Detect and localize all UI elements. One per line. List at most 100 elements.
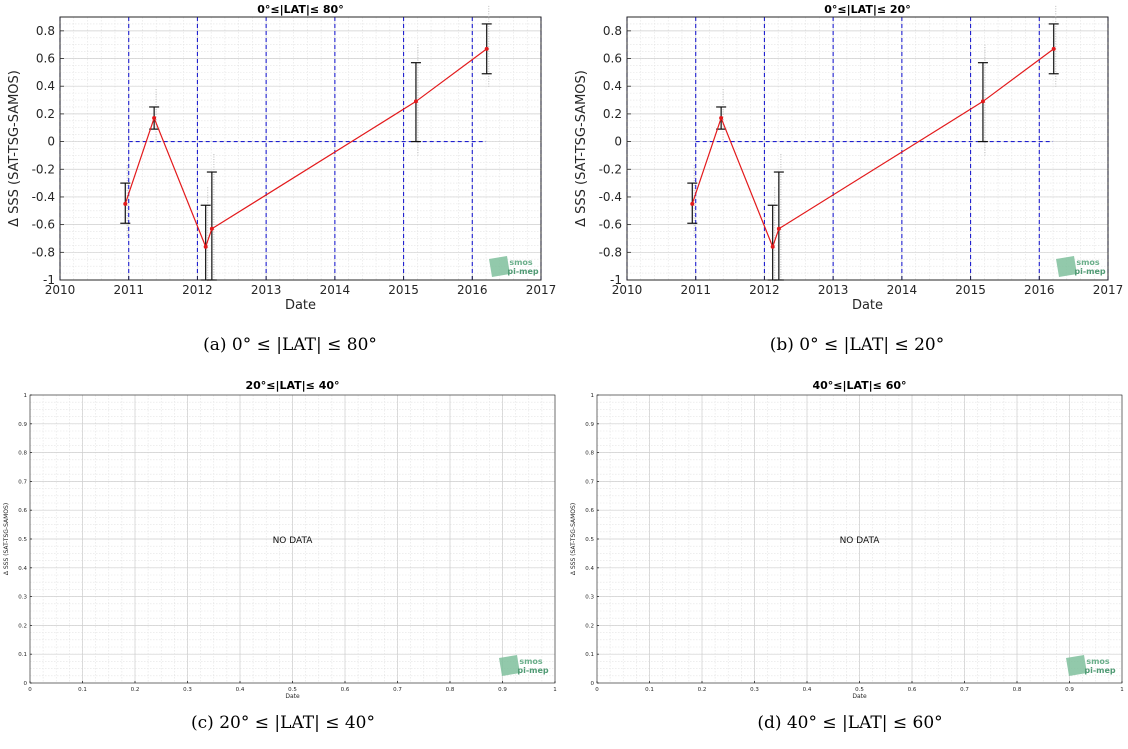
data-point [123, 201, 128, 206]
x-tick-label: 0.9 [498, 687, 507, 693]
x-tick-label: 0.8 [446, 687, 455, 693]
logo-text-pimep: pi-mep [517, 666, 549, 675]
data-point [690, 201, 695, 206]
subfigure-caption: (a) 0° ≤ |LAT| ≤ 80° [203, 335, 377, 355]
reference-lines [626, 17, 1109, 280]
subfigure-caption: (c) 20° ≤ |LAT| ≤ 40° [191, 713, 375, 733]
no-data-message: NO DATA [273, 536, 314, 546]
x-tick-label: 2016 [1024, 283, 1055, 297]
y-tick-label: 0.2 [603, 107, 622, 121]
logo-text-pimep: pi-mep [1074, 267, 1106, 276]
y-tick-label: 0.2 [36, 107, 55, 121]
data-point [980, 99, 985, 104]
y-tick-label: 0.4 [603, 79, 622, 93]
logo-text-smos: smos [1086, 657, 1110, 666]
y-axis-label: Δ SSS (SAT-TSG-SAMOS) [3, 503, 10, 575]
chart-title: 40°≤|LAT|≤ 60° [812, 379, 906, 392]
x-tick-label: 0.5 [288, 687, 297, 693]
x-tick-label: 2017 [1093, 283, 1124, 297]
logo-text-smos: smos [519, 657, 543, 666]
axes-box [626, 16, 1109, 281]
y-tick-label: 0.6 [36, 52, 55, 66]
y-tick-label: -0.6 [32, 218, 55, 232]
data-point [484, 46, 489, 51]
x-tick-label: 0.6 [908, 687, 917, 693]
chart-panel-d: 0 0.1 0.2 0.3 0.4 0.5 0.6 0.7 0.8 0.9 1 0 0.1 0.2 0.3 0… [570, 379, 1124, 733]
x-tick-label: 0.7 [393, 687, 402, 693]
y-tick-label: 0.4 [36, 79, 55, 93]
no-data-message: NO DATA [840, 536, 881, 546]
logo-text-pimep: pi-mep [507, 267, 539, 276]
x-axis-label: Date [852, 298, 883, 313]
x-tick-label: 2012 [749, 283, 780, 297]
data-point [209, 226, 214, 231]
x-tick-label: 0.2 [698, 687, 707, 693]
y-tick-label: -0.2 [32, 162, 55, 176]
y-tick-label: 0.3 [18, 595, 27, 601]
logo-text-pimep: pi-mep [1084, 666, 1116, 675]
x-tick-label: 0 [28, 687, 32, 693]
y-axis-label: Δ SSS (SAT-TSG-SAMOS) [7, 70, 22, 227]
data-point [413, 99, 418, 104]
x-tick-label: 2014 [320, 283, 351, 297]
y-axis-label: Δ SSS (SAT-TSG-SAMOS) [574, 70, 589, 227]
y-tick-label: -1 [610, 273, 622, 287]
y-tick-label: -0.2 [599, 162, 622, 176]
chart-title: 0°≤|LAT|≤ 80° [257, 3, 343, 16]
y-tick-label: 0 [614, 135, 622, 149]
y-tick-label: -0.8 [599, 245, 622, 259]
y-tick-label: 0.9 [18, 422, 27, 428]
x-tick-label: 1 [553, 687, 557, 693]
y-tick-label: 0.8 [603, 24, 622, 38]
x-tick-label: 0 [595, 687, 599, 693]
x-tick-label: 0.4 [236, 687, 245, 693]
data-point [770, 244, 775, 249]
data-series-0 [687, 5, 1059, 281]
x-tick-label: 2015 [388, 283, 419, 297]
chart-title: 20°≤|LAT|≤ 40° [245, 379, 339, 392]
y-tick-label: 0.8 [18, 451, 27, 457]
x-tick-label: 2011 [680, 283, 711, 297]
y-tick-label: 0.4 [585, 566, 594, 572]
data-point [719, 116, 724, 121]
chart-panel-c: 0 0.1 0.2 0.3 0.4 0.5 0.6 0.7 0.8 0.9 1 0 0.1 0.2 0.3 0… [3, 379, 557, 733]
x-tick-label: 2013 [818, 283, 849, 297]
x-tick-label: 0.5 [855, 687, 864, 693]
x-tick-label: 0.2 [131, 687, 140, 693]
y-tick-label: 0.6 [585, 508, 594, 514]
x-tick-label: 0.7 [960, 687, 969, 693]
y-tick-label: -0.4 [32, 190, 55, 204]
x-tick-label: 0.1 [645, 687, 654, 693]
y-tick-label: 0.1 [585, 652, 594, 658]
series-line [124, 48, 488, 249]
x-tick-label: 2011 [113, 283, 144, 297]
y-tick-label: 0.8 [36, 24, 55, 38]
logo-mark [1056, 256, 1077, 277]
x-tick-label: 0.3 [750, 687, 759, 693]
logo-text-smos: smos [1076, 258, 1100, 267]
chart-title: 0°≤|LAT|≤ 20° [824, 3, 910, 16]
x-tick-label: 0.1 [78, 687, 87, 693]
y-tick-label: 0.8 [585, 451, 594, 457]
x-axis-label: Date [852, 693, 867, 700]
y-tick-label: 1 [24, 393, 28, 399]
data-point [1051, 46, 1056, 51]
y-tick-label: 0.2 [18, 623, 27, 629]
y-tick-label: 1 [591, 393, 595, 399]
x-tick-label: 2015 [955, 283, 986, 297]
panels: 2010 2011 2012 2013 2014 2015 2016 2017 -1 -0.8 -0… [3, 3, 1124, 733]
chart-panel-a: 2010 2011 2012 2013 2014 2015 2016 2017 -1 -0.8 -0… [7, 3, 556, 355]
logo-text-smos: smos [509, 258, 533, 267]
x-tick-label: 2010 [45, 283, 76, 297]
x-tick-label: 2010 [612, 283, 643, 297]
y-tick-label: 0 [591, 681, 595, 687]
y-tick-label: -1 [43, 273, 55, 287]
x-axis-label: Date [285, 693, 300, 700]
y-tick-label: 0.2 [585, 623, 594, 629]
x-axis-label: Date [285, 298, 316, 313]
y-tick-label: 0.9 [585, 422, 594, 428]
